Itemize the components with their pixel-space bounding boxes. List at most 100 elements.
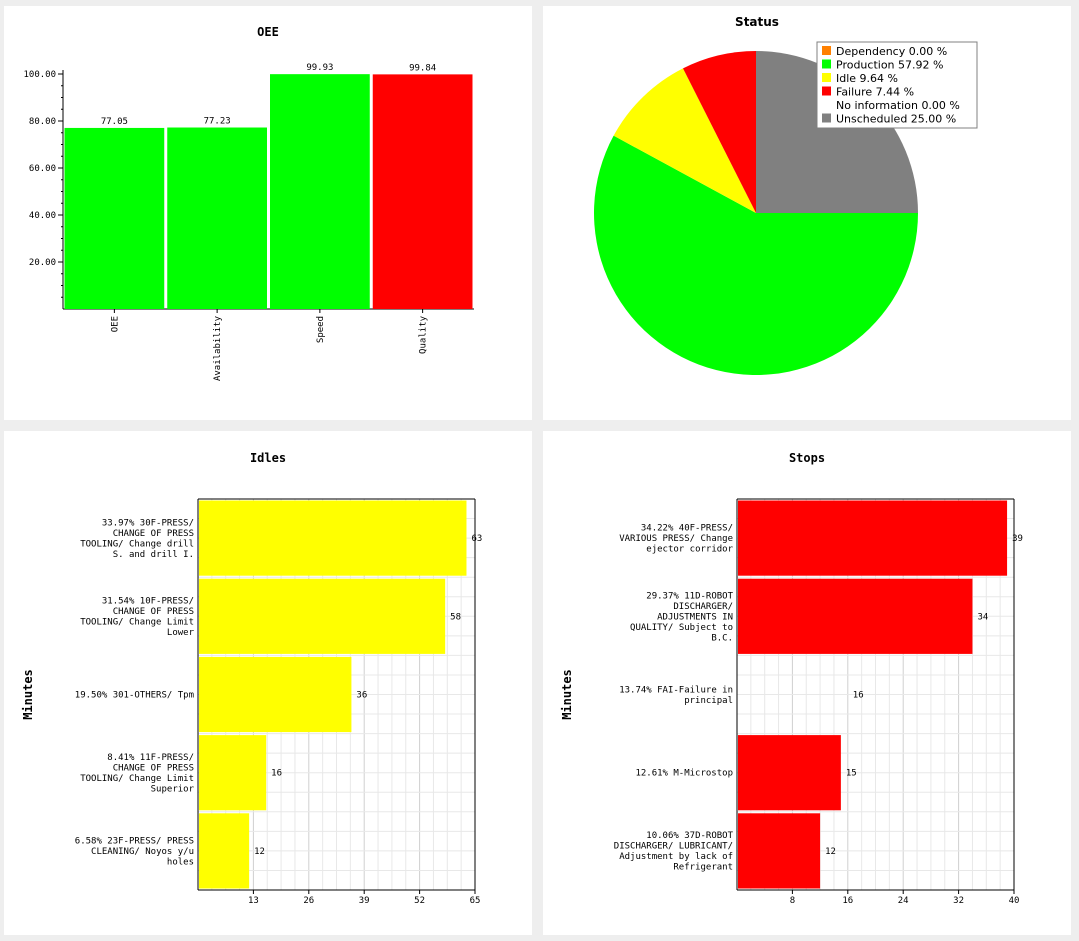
data-label: 36 [356,691,367,701]
chart-title: Status [735,15,779,29]
category-label: 6.58% 23F-PRESS/ PRESS [75,836,194,846]
idles-chart: Idles 13 26 39 52 65 Minutes 63 33.97% 30F-PRESS… [21,451,482,906]
data-label: 99.84 [409,63,436,73]
y-tick-label: 40.00 [29,211,56,221]
category-label: CHANGE OF PRESS [113,529,194,539]
category-label: DISCHARGER/ LUBRICANT/ [614,842,733,852]
category-label: TOOLING/ Change Limit [80,618,194,628]
category-label: Superior [151,784,195,794]
bar [199,500,467,576]
y-tick-label: 100.00 [23,70,56,80]
bar [738,578,973,654]
x-tick-label: 65 [470,896,481,906]
category-label: 8.41% 11F-PRESS/ [107,753,194,763]
category-label: ADJUSTMENTS IN [657,612,733,622]
data-label: 12 [254,847,265,857]
x-tick-label: 16 [842,896,853,906]
category-label: Refrigerant [673,863,733,873]
bar [372,74,473,309]
x-tick-label: Availability [213,315,223,381]
chart-title: Stops [789,451,825,465]
x-tick-label: Speed [316,316,326,343]
category-label: VARIOUS PRESS/ Change [619,534,733,544]
chart-title: OEE [257,25,279,39]
data-label: 58 [450,612,461,622]
stops-chart-panel: Stops 8 16 24 32 40 Minutes 39 34.22% 40F-PRESS/… [543,431,1071,935]
data-label: 12 [825,847,836,857]
category-label: QUALITY/ Subject to [630,623,733,633]
bar [199,735,267,811]
bar [199,656,352,733]
bar [738,813,821,889]
data-label: 77.23 [204,117,231,127]
legend-box [816,41,978,129]
x-tick-label: OEE [110,316,120,332]
category-label: 13.74% FAI-Failure in [619,685,733,695]
category-label: holes [167,857,194,867]
chart-title: Idles [250,451,286,465]
category-label: B.C. [711,633,733,643]
legend-swatch [822,113,831,123]
x-tick-label: 32 [953,896,964,906]
legend-swatch [822,46,831,55]
x-tick-label: 24 [898,896,909,906]
category-label: CHANGE OF PRESS [113,607,194,617]
x-tick-label: 40 [1009,896,1020,906]
category-label: S. and drill I. [113,550,194,560]
category-label: 29.37% 11D-ROBOT [646,591,733,601]
x-tick-label: 13 [248,896,259,906]
category-label: Lower [167,628,195,638]
data-label: 99.93 [306,63,333,73]
x-tick-label: 39 [359,896,370,906]
y-tick-label: 80.00 [29,117,56,127]
category-label: ejector corridor [646,545,733,555]
category-label: TOOLING/ Change Limit [80,774,194,784]
category-label: 10.06% 37D-ROBOT [646,831,733,841]
pie-slice [756,51,918,213]
data-label: 34 [977,612,988,622]
x-tick-label: 8 [790,896,795,906]
legend-swatch [822,73,831,82]
y-tick-label: 20.00 [29,258,56,268]
bar [64,127,165,310]
category-label: DISCHARGER/ [673,602,733,612]
legend-entry: Production 57.92 % [836,59,943,72]
oee-chart-panel: OEE 20.00 40.00 60.00 80.00 100.00 77.05 OEE 77.… [4,6,532,420]
legend-swatch [822,59,831,69]
bar [167,127,267,310]
category-label: CLEANING/ Noyos y/u [91,847,194,857]
legend-entry: No information 0.00 % [836,99,960,112]
pie-slice [594,135,918,376]
legend-entry: Unscheduled 25.00 % [836,113,956,126]
status-chart-panel: Status Dependency 0.00 % Production 57.92 … [543,6,1071,420]
data-label: 39 [1012,534,1023,544]
legend-entry: Dependency 0.00 % [836,45,947,58]
bar [738,500,1008,576]
oee-chart: OEE 20.00 40.00 60.00 80.00 100.00 77.05 OEE 77.… [23,25,474,381]
legend-entry: Failure 7.44 % [836,86,914,99]
pie-slice [613,68,756,213]
category-label: 34.22% 40F-PRESS/ [641,524,733,534]
x-tick-label: 26 [303,896,314,906]
y-tick-label: 60.00 [29,164,56,174]
bar [738,735,841,811]
stops-chart: Stops 8 16 24 32 40 Minutes 39 34.22% 40F-PRESS/… [560,451,1023,906]
data-label: 16 [271,769,282,779]
category-label: 33.97% 30F-PRESS/ [102,518,194,528]
x-tick-label: Quality [419,315,429,354]
legend-entry: Idle 9.64 % [836,72,898,85]
x-tick-label: 52 [414,896,425,906]
status-chart: Status Dependency 0.00 %Production 57.92 … [594,15,978,376]
bar [199,578,446,654]
category-label: principal [684,696,733,706]
data-label: 77.05 [101,117,128,127]
category-label: 31.54% 10F-PRESS/ [102,597,194,607]
category-label: 12.61% M-Microstop [635,769,733,779]
legend-swatch [822,86,831,96]
y-axis-label: Minutes [560,669,574,720]
pie-slice [682,51,756,213]
idles-chart-panel: Idles 13 26 39 52 65 Minutes 63 33.97% 30F-PRESS… [4,431,532,935]
bar [199,813,250,889]
data-label: 15 [846,769,857,779]
data-label: 16 [853,691,864,701]
